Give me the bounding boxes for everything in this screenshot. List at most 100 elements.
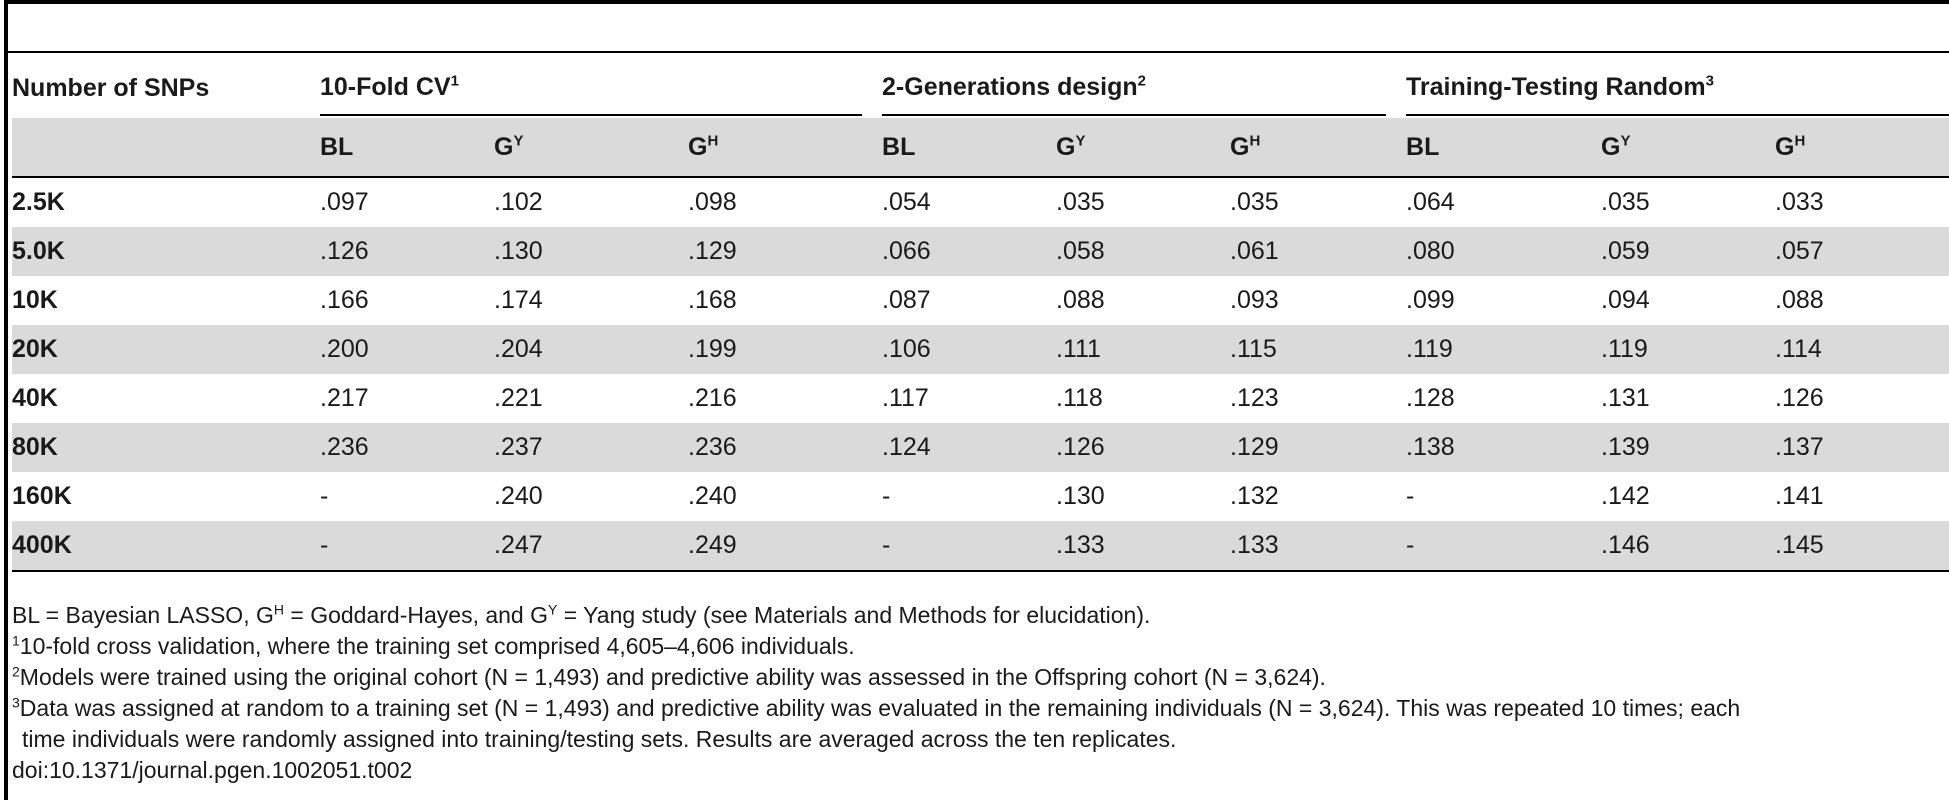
doi-link[interactable]: doi:10.1371/journal.pgen.1002051.t002 [12,757,413,783]
results-table: Number of SNPs 10-Fold CV1 2-Generations… [12,58,1949,572]
value-cell: .061 [1230,227,1407,276]
value-cell: .141 [1775,482,1824,510]
value-cell: .126 [1775,384,1824,412]
table-header-rule [8,51,1949,53]
value-cell: .066 [882,227,1057,276]
value-cell: .240 [688,482,737,510]
table-row: 400K - .247.249- .133.133- .146.145 [12,521,1949,572]
table-row: 2.5K .097 .102 .098 .054 .035 .035 .064 .035 .033 [12,177,1949,227]
value-cell: .097 [320,188,369,216]
value-cell: .132 [1230,482,1279,510]
footnote-3-continuation: time individuals were randomly assigned … [22,726,1177,752]
value-cell: .146 [1601,521,1776,572]
value-cell: .098 [688,188,737,216]
value-cell: .204 [494,325,688,374]
value-cell: .094 [1601,286,1650,314]
table-row: 40K .217 .221 .216 .117 .118 .123 .128 .131 .126 [12,374,1949,423]
group-label: 2-Generations design [882,72,1138,101]
value-cell: .111 [1056,325,1231,374]
results-table-body: 2.5K .097 .102 .098 .054 .035 .035 .064 .035 .033… [12,177,1949,572]
footnote-2: 2Models were trained using the original … [12,663,1326,690]
value-cell: .102 [494,188,543,216]
value-cell: .237 [494,423,688,472]
value-cell: .247 [494,521,688,572]
value-cell: .130 [494,227,688,276]
value-cell: .133 [1056,521,1231,572]
value-cell: .093 [1230,286,1279,314]
value-cell: .126 [1056,423,1231,472]
group-note-mark: 1 [450,72,459,90]
subheader-gy: GY [1601,118,1776,178]
subheader-gh: GH [688,118,883,178]
value-cell: .217 [320,384,369,412]
value-cell: .139 [1601,423,1776,472]
left-border-rule [4,0,8,800]
table-row: 80K .236.237.236.124.126.129.138.139.137 [12,423,1949,472]
value-cell: - [1406,482,1415,510]
subheader-bl: BL [1406,118,1602,178]
row-header-label: Number of SNPs [12,73,210,102]
snp-count-cell: 10K [12,286,58,314]
value-cell: .117 [882,384,929,412]
value-cell: .118 [1056,384,1103,412]
snp-count-cell: 2.5K [12,188,65,216]
value-cell: .126 [320,227,494,276]
value-cell: .249 [688,521,883,572]
group-label: 10-Fold CV [320,72,451,101]
value-cell: .236 [688,423,883,472]
value-cell: - [882,482,891,510]
value-cell: .131 [1601,384,1650,412]
value-cell: .087 [882,286,931,314]
value-cell: .128 [1406,384,1455,412]
value-cell: .114 [1775,325,1949,374]
value-cell: .119 [1406,325,1602,374]
snp-count-cell: 5.0K [12,227,320,276]
snp-count-cell: 400K [12,521,320,572]
value-cell: .129 [688,227,883,276]
value-cell: .142 [1601,482,1650,510]
value-cell: .035 [1056,188,1105,216]
value-cell: - [1406,521,1602,572]
group-header-row: Number of SNPs 10-Fold CV1 2-Generations… [12,58,1949,118]
value-cell: .138 [1406,423,1602,472]
group-header-random: Training-Testing Random3 [1406,58,1949,118]
value-cell: .035 [1230,188,1279,216]
value-cell: .080 [1406,227,1602,276]
footnote-1: 110-fold cross validation, where the tra… [12,632,855,659]
table-footnotes: BL = Bayesian LASSO, GH = Goddard-Hayes,… [12,600,1949,786]
footnote-3: 3Data was assigned at random to a traini… [12,694,1741,721]
value-cell: .054 [882,188,931,216]
value-cell: .123 [1230,384,1279,412]
value-cell: .166 [320,286,369,314]
value-cell: .236 [320,423,494,472]
value-cell: .200 [320,325,494,374]
value-cell: .137 [1775,423,1949,472]
value-cell: .088 [1775,286,1824,314]
snp-count-cell: 40K [12,384,58,412]
value-cell: .088 [1056,286,1105,314]
value-cell: .240 [494,482,543,510]
group-note-mark: 2 [1137,72,1146,90]
value-cell: .059 [1601,227,1776,276]
value-cell: - [320,521,494,572]
group-header-2gen: 2-Generations design2 [882,58,1406,118]
snp-count-cell: 80K [12,423,320,472]
value-cell: .168 [688,286,737,314]
abbreviation-note: BL = Bayesian LASSO, GH = Goddard-Hayes,… [12,601,1151,628]
table-row: 160K - .240 .240 - .130 .132 - .142 .141 [12,472,1949,521]
value-cell: .119 [1601,325,1776,374]
value-cell: - [882,521,1057,572]
value-cell: .174 [494,286,543,314]
value-cell: .129 [1230,423,1407,472]
results-table-container: Number of SNPs 10-Fold CV1 2-Generations… [12,58,1949,572]
value-cell: .057 [1775,227,1949,276]
table-row: 20K .200.204.199.106.111.115.119.119.114 [12,325,1949,374]
value-cell: .130 [1056,482,1105,510]
table-row: 5.0K .126.130.129.066.058.061.080.059.057 [12,227,1949,276]
value-cell: .033 [1775,188,1824,216]
snp-count-cell: 160K [12,482,72,510]
value-cell: .058 [1056,227,1231,276]
snp-count-cell: 20K [12,325,320,374]
subheader-empty [12,118,320,178]
value-cell: .199 [688,325,883,374]
